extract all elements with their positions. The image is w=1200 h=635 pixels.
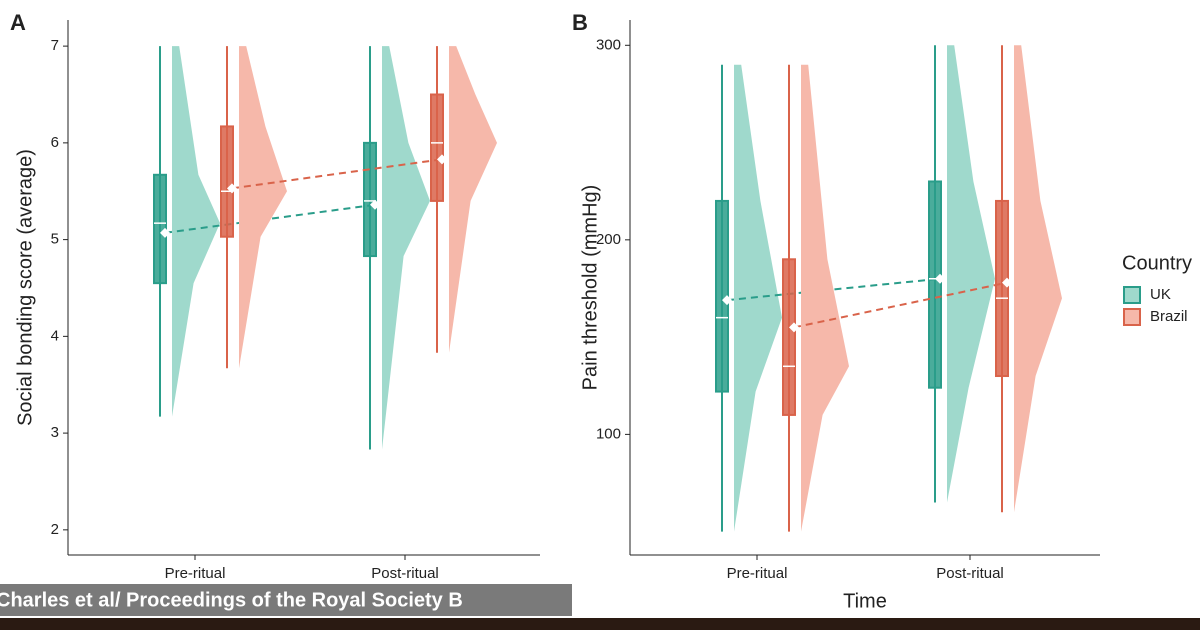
- source-caption: Charles et al/ Proceedings of the Royal …: [0, 589, 463, 611]
- x-axis-title: Time: [843, 590, 887, 612]
- density: [172, 46, 220, 417]
- mean-point: [160, 227, 170, 238]
- mean-point: [437, 154, 447, 165]
- mean-point: [1002, 277, 1012, 288]
- box: [363, 141, 377, 258]
- mean-point: [935, 273, 945, 284]
- y-tick-label: 3: [51, 424, 59, 441]
- y-tick-label: 2: [51, 521, 59, 538]
- y-axis-title: Social bonding score (average): [14, 149, 36, 426]
- y-tick-label: 5: [51, 231, 59, 248]
- y-tick-label: 6: [51, 134, 59, 151]
- y-tick-label: 7: [51, 37, 59, 54]
- box: [430, 93, 444, 202]
- density: [947, 45, 995, 503]
- mean-point: [227, 183, 237, 194]
- density: [734, 64, 782, 532]
- box: [220, 125, 234, 238]
- density: [449, 46, 497, 353]
- photo-strip: [0, 618, 1200, 630]
- box: [995, 199, 1009, 378]
- y-tick-label: 200: [596, 231, 621, 248]
- mean-line: [793, 281, 1008, 329]
- density: [1014, 45, 1062, 513]
- caption-banner: [0, 584, 572, 616]
- legend-title: Country: [1122, 252, 1192, 274]
- legend-key: [1123, 308, 1141, 326]
- density: [382, 46, 430, 450]
- legend-label: Brazil: [1150, 308, 1188, 325]
- mean-point: [722, 295, 732, 306]
- density: [239, 46, 287, 369]
- box: [782, 258, 796, 416]
- legend-label: UK: [1150, 286, 1171, 303]
- y-tick-label: 4: [51, 327, 59, 344]
- density: [801, 64, 849, 532]
- x-tick-label: Pre-ritual: [727, 565, 788, 582]
- x-tick-label: Post-ritual: [371, 565, 439, 582]
- legend-key: [1123, 286, 1141, 304]
- y-tick-label: 300: [596, 36, 621, 53]
- x-tick-label: Post-ritual: [936, 565, 1004, 582]
- mean-point: [789, 322, 799, 333]
- panel-label: A: [10, 10, 26, 35]
- box: [928, 180, 942, 389]
- y-tick-label: 100: [596, 425, 621, 442]
- y-axis-title: Pain threshold (mmHg): [579, 185, 601, 391]
- panel-label: B: [572, 10, 588, 35]
- mean-point: [370, 199, 380, 210]
- x-tick-label: Pre-ritual: [165, 565, 226, 582]
